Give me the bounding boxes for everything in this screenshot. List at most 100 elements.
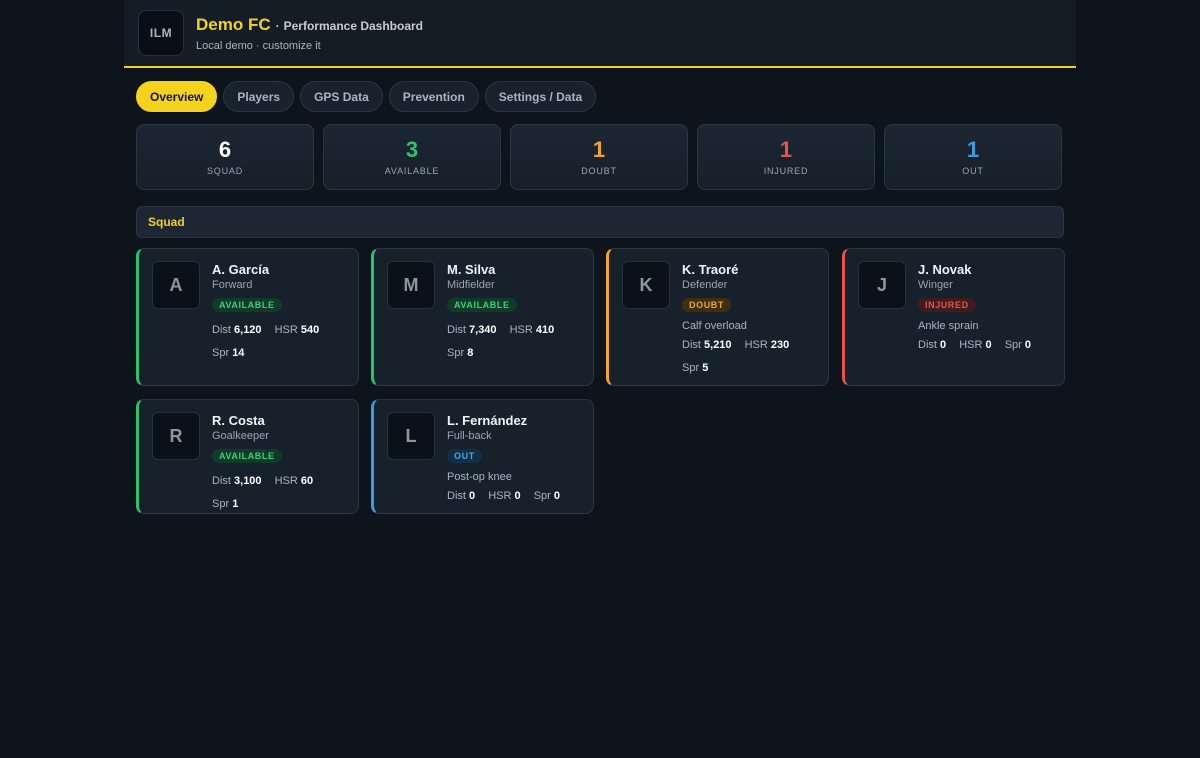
tab-gps-data[interactable]: GPS Data (300, 81, 383, 112)
player-metrics: Dist 6,120 HSR 540 Spr 14 (212, 319, 352, 365)
club-logo: ILM (138, 10, 184, 56)
player-position: Defender (682, 279, 728, 291)
avatar: M (387, 261, 435, 309)
injury-note: Post-op knee (447, 471, 512, 483)
player-metrics: Dist 0 HSR 0 Spr 0 (918, 334, 1058, 357)
player-name: A. García (212, 262, 270, 277)
spr-value: 5 (702, 362, 709, 374)
player-card[interactable]: K K. Traoré Defender DOUBT Calf overload… (606, 248, 829, 386)
dist-value: 3,100 (234, 475, 262, 487)
app: ILM Demo FC · Performance Dashboard Loca… (124, 0, 1076, 518)
metric-label: Dist (682, 339, 701, 351)
hsr-value: 230 (770, 339, 790, 351)
hsr-value: 0 (985, 339, 992, 351)
player-grid: A A. García Forward AVAILABLE Dist 6,120… (136, 248, 1065, 518)
player-card[interactable]: R R. Costa Goalkeeper AVAILABLE Dist 3,1… (136, 399, 359, 514)
club-name: Demo FC (196, 14, 271, 34)
metric-label: Dist (918, 339, 937, 351)
dashboard-title: Performance Dashboard (283, 18, 424, 33)
player-position: Winger (918, 279, 953, 291)
spr-value: 8 (467, 347, 474, 359)
stat-label: SQUAD (206, 166, 243, 176)
stat-label: OUT (962, 166, 984, 176)
player-position: Midfielder (447, 279, 495, 291)
player-position: Full-back (447, 430, 492, 442)
player-name: M. Silva (447, 262, 496, 277)
metric-label: Spr (533, 490, 551, 502)
hsr-value: 0 (514, 490, 521, 502)
player-name: R. Costa (212, 413, 265, 428)
player-metrics: Dist 0 HSR 0 Spr 0 (447, 485, 587, 508)
status-badge: AVAILABLE (212, 298, 282, 312)
stat-value: 6 (218, 137, 232, 162)
status-badge: AVAILABLE (447, 298, 517, 312)
player-position: Forward (212, 279, 253, 291)
status-badge: INJURED (918, 298, 976, 312)
player-card[interactable]: A A. García Forward AVAILABLE Dist 6,120… (136, 248, 359, 386)
metric-label: Dist (212, 475, 231, 487)
status-badge: OUT (447, 449, 482, 463)
metric-label: Spr (682, 362, 700, 374)
metric-label: HSR (274, 475, 298, 487)
spr-value: 1 (232, 498, 239, 510)
player-name: L. Fernández (447, 413, 528, 428)
tab-prevention[interactable]: Prevention (388, 81, 479, 112)
avatar: A (152, 261, 200, 309)
metric-label: Dist (447, 490, 466, 502)
title-separator: · (275, 18, 280, 33)
player-name: K. Traoré (682, 262, 739, 277)
stat-label: INJURED (763, 166, 809, 176)
avatar: K (622, 261, 670, 309)
section-header-squad: Squad (136, 206, 1064, 238)
header-subtitle: Local demo · customize it (196, 39, 321, 52)
player-position: Goalkeeper (212, 430, 269, 442)
metric-label: HSR (744, 339, 768, 351)
stats-row: 6 SQUAD 3 AVAILABLE 1 DOUBT 1 INJURED 1 … (124, 112, 1076, 190)
metric-label: Dist (447, 324, 466, 336)
injury-note: Ankle sprain (918, 320, 979, 332)
stat-available: 3 AVAILABLE (323, 124, 501, 190)
metric-label: Dist (212, 324, 231, 336)
stat-doubt: 1 DOUBT (510, 124, 688, 190)
metric-label: Spr (1004, 339, 1022, 351)
hsr-value: 410 (535, 324, 555, 336)
tab-settings-data[interactable]: Settings / Data (484, 81, 597, 112)
status-badge: AVAILABLE (212, 449, 282, 463)
tab-overview[interactable]: Overview (136, 81, 218, 112)
brand: Demo FC · Performance Dashboard Local de… (196, 15, 423, 52)
dist-value: 7,340 (469, 324, 497, 336)
hsr-value: 60 (300, 475, 314, 487)
dist-value: 0 (469, 490, 476, 502)
player-card[interactable]: J J. Novak Winger INJURED Ankle sprain D… (842, 248, 1065, 386)
avatar: L (387, 412, 435, 460)
metric-label: Spr (212, 347, 230, 359)
metric-label: HSR (959, 339, 983, 351)
avatar: J (858, 261, 906, 309)
player-card[interactable]: M M. Silva Midfielder AVAILABLE Dist 7,3… (371, 248, 594, 386)
stat-value: 1 (592, 137, 606, 162)
header: ILM Demo FC · Performance Dashboard Loca… (124, 0, 1076, 68)
stat-value: 1 (966, 137, 980, 162)
stat-value: 3 (405, 137, 419, 162)
avatar: R (152, 412, 200, 460)
injury-note: Calf overload (682, 320, 747, 332)
player-metrics: Dist 3,100 HSR 60 Spr 1 (212, 470, 352, 516)
player-metrics: Dist 7,340 HSR 410 Spr 8 (447, 319, 587, 365)
tab-bar: Overview Players GPS Data Prevention Set… (124, 68, 1076, 112)
player-metrics: Dist 5,210 HSR 230 Spr 5 (682, 334, 822, 380)
player-name: J. Novak (918, 262, 972, 277)
dist-value: 0 (940, 339, 947, 351)
stat-out: 1 OUT (884, 124, 1062, 190)
stat-injured: 1 INJURED (697, 124, 875, 190)
player-card[interactable]: L L. Fernández Full-back OUT Post-op kne… (371, 399, 594, 514)
stat-squad: 6 SQUAD (136, 124, 314, 190)
metric-label: Spr (212, 498, 230, 510)
dist-value: 5,210 (704, 339, 732, 351)
metric-label: Spr (447, 347, 465, 359)
tab-players[interactable]: Players (223, 81, 295, 112)
metric-label: HSR (488, 490, 512, 502)
hsr-value: 540 (300, 324, 320, 336)
stat-label: AVAILABLE (384, 166, 440, 176)
metric-label: HSR (274, 324, 298, 336)
spr-value: 0 (1024, 339, 1031, 351)
